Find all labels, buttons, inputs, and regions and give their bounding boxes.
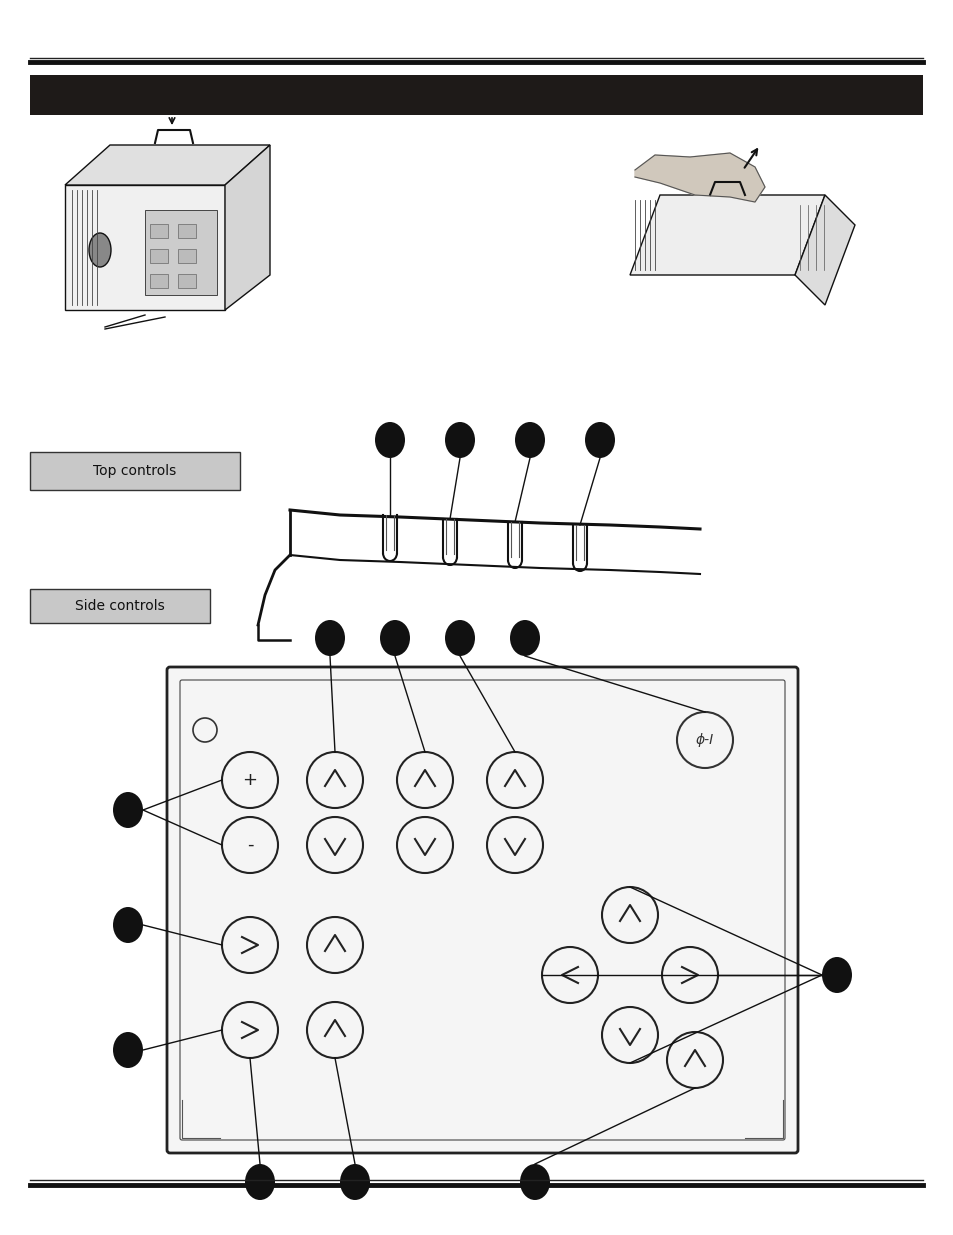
Ellipse shape	[245, 1165, 274, 1200]
Ellipse shape	[510, 620, 539, 656]
Bar	[30, 452, 240, 490]
Polygon shape	[65, 144, 270, 185]
Bar	[178, 274, 195, 288]
Text: Side controls: Side controls	[75, 599, 165, 613]
Ellipse shape	[444, 422, 475, 458]
Polygon shape	[794, 195, 854, 305]
Bar	[30, 589, 210, 622]
Ellipse shape	[339, 1165, 370, 1200]
Bar	[178, 249, 195, 263]
Bar	[150, 249, 168, 263]
Ellipse shape	[821, 957, 851, 993]
Text: Top controls: Top controls	[93, 464, 176, 478]
Text: -: -	[247, 836, 253, 853]
Ellipse shape	[519, 1165, 550, 1200]
Bar	[30, 75, 923, 115]
Polygon shape	[65, 185, 225, 310]
Ellipse shape	[112, 906, 143, 944]
Polygon shape	[635, 153, 764, 203]
Ellipse shape	[515, 422, 544, 458]
Bar	[178, 224, 195, 238]
Bar	[150, 274, 168, 288]
Text: +: +	[242, 771, 257, 789]
Bar	[150, 224, 168, 238]
Ellipse shape	[89, 233, 111, 267]
Ellipse shape	[112, 792, 143, 827]
Ellipse shape	[112, 1032, 143, 1068]
Ellipse shape	[379, 620, 410, 656]
Polygon shape	[225, 144, 270, 310]
Ellipse shape	[584, 422, 615, 458]
Ellipse shape	[375, 422, 405, 458]
Text: ϕ-I: ϕ-I	[695, 734, 714, 747]
Polygon shape	[629, 195, 824, 275]
Bar	[145, 210, 216, 295]
Ellipse shape	[444, 620, 475, 656]
Ellipse shape	[314, 620, 345, 656]
FancyBboxPatch shape	[167, 667, 797, 1153]
